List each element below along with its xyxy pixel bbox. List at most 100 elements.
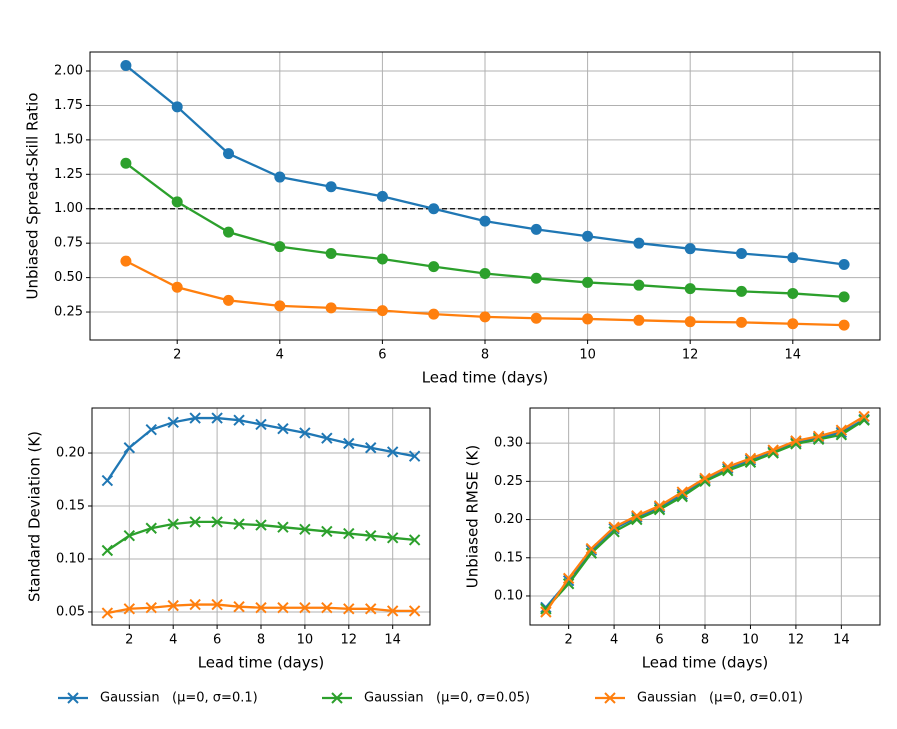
x-tick-label: 8 <box>257 633 265 648</box>
x-tick-label: 10 <box>579 348 596 363</box>
marker <box>274 171 286 183</box>
marker <box>376 190 388 202</box>
marker <box>171 281 183 293</box>
y-tick-label: 0.20 <box>56 446 85 461</box>
x-tick-label: 14 <box>833 633 850 648</box>
marker <box>120 59 132 71</box>
marker <box>479 311 491 323</box>
y-tick-label: 0.15 <box>56 499 85 514</box>
marker <box>744 452 757 465</box>
marker <box>277 521 289 533</box>
marker <box>790 435 802 447</box>
marker <box>145 522 157 534</box>
marker <box>684 316 696 328</box>
marker <box>223 148 235 160</box>
marker <box>585 542 598 555</box>
legend-label: Gaussian (μ=0, σ=0.05) <box>364 691 530 706</box>
marker <box>167 416 179 429</box>
marker <box>321 525 333 538</box>
y-tick-label: 1.50 <box>54 132 83 147</box>
legend-marker <box>331 692 343 704</box>
marker <box>123 442 136 454</box>
marker <box>343 603 355 615</box>
marker <box>735 285 747 297</box>
marker <box>767 444 779 456</box>
marker <box>428 203 440 215</box>
marker <box>274 241 286 253</box>
marker <box>633 279 645 291</box>
x-tick-label: 6 <box>655 633 663 648</box>
marker <box>189 516 201 528</box>
marker <box>735 248 747 260</box>
marker <box>376 253 388 265</box>
x-tick-label: 12 <box>341 633 358 648</box>
marker <box>299 523 311 536</box>
marker <box>479 267 491 279</box>
marker <box>787 318 799 330</box>
marker <box>479 215 491 227</box>
marker <box>428 308 440 320</box>
marker <box>211 412 223 424</box>
marker <box>735 316 747 328</box>
marker <box>699 475 711 488</box>
marker <box>255 519 267 531</box>
marker <box>171 196 183 208</box>
marker <box>274 300 286 312</box>
marker <box>365 442 377 454</box>
x-tick-label: 8 <box>481 348 489 363</box>
marker <box>608 521 620 533</box>
marker <box>408 605 421 617</box>
marker <box>145 602 157 614</box>
x-tick-label: 8 <box>701 633 709 648</box>
marker <box>211 516 223 528</box>
marker <box>325 248 337 260</box>
x-axis-label: Lead time (days) <box>422 369 549 387</box>
marker <box>582 276 594 288</box>
marker <box>684 283 696 295</box>
x-tick-label: 14 <box>384 633 401 648</box>
marker <box>233 414 245 426</box>
marker <box>277 602 289 614</box>
marker <box>408 534 421 546</box>
marker <box>325 302 337 314</box>
marker <box>582 230 594 242</box>
marker <box>699 472 711 485</box>
marker <box>376 305 388 317</box>
y-axis-label: Unbiased RMSE (K) <box>464 445 482 588</box>
marker <box>858 414 870 426</box>
marker <box>428 261 440 273</box>
marker <box>233 600 245 613</box>
y-tick-label: 0.25 <box>54 305 83 320</box>
x-tick-label: 4 <box>169 633 177 648</box>
marker <box>608 526 620 538</box>
x-tick-label: 12 <box>682 348 699 363</box>
marker <box>211 598 223 611</box>
axes-frame <box>529 407 881 626</box>
marker <box>101 607 114 619</box>
marker <box>633 314 645 326</box>
marker <box>530 272 542 284</box>
marker <box>365 529 377 542</box>
marker <box>343 527 355 540</box>
marker <box>787 252 799 264</box>
x-tick-label: 14 <box>785 348 802 363</box>
marker <box>189 412 201 424</box>
marker <box>653 500 666 512</box>
marker <box>722 461 734 473</box>
marker <box>530 312 542 324</box>
marker <box>120 157 132 169</box>
axes-frame <box>91 407 431 626</box>
marker <box>365 603 377 615</box>
marker <box>408 450 421 462</box>
marker <box>838 319 850 331</box>
marker <box>386 605 399 617</box>
marker <box>321 432 333 444</box>
marker <box>299 602 311 614</box>
marker <box>255 602 267 614</box>
x-axis-label: Lead time (days) <box>642 654 769 672</box>
marker <box>812 430 825 442</box>
y-axis-label: Unbiased Spread-Skill Ratio <box>24 93 42 300</box>
x-tick-label: 10 <box>742 633 759 648</box>
marker <box>858 410 870 423</box>
